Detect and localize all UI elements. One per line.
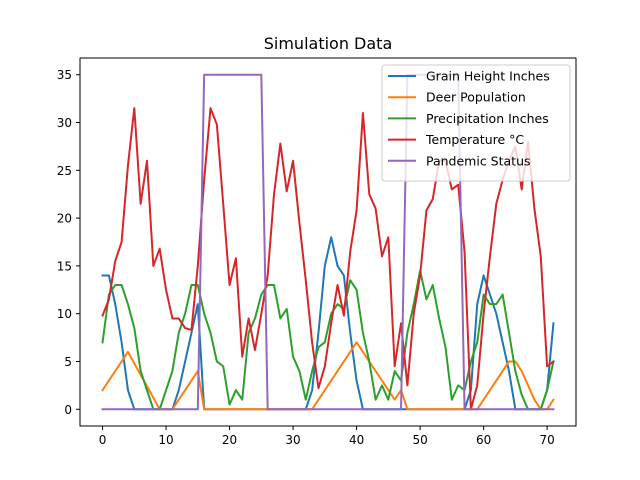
- series-line-2: [101, 269, 555, 411]
- legend-label: Temperature °C: [425, 132, 524, 147]
- legend: Grain Height Inches Deer Population Precip…: [381, 64, 571, 182]
- legend-label: Precipitation Inches: [426, 111, 549, 126]
- y-tick-label: 20: [57, 212, 72, 226]
- y-tick-label: 10: [57, 307, 72, 321]
- y-tick-label: 15: [57, 259, 72, 273]
- chart-title: Simulation Data: [264, 34, 393, 53]
- x-tick-label: 50: [412, 433, 427, 447]
- legend-label: Deer Population: [426, 90, 526, 105]
- y-tick-label: 0: [64, 403, 72, 417]
- plot-series: [101, 73, 555, 411]
- y-axis: 0 5 10 15 20 25 30 35: [57, 68, 80, 417]
- y-tick-label: 25: [57, 164, 72, 178]
- y-tick-label: 5: [64, 355, 72, 369]
- legend-label: Pandemic Status: [426, 153, 531, 168]
- series-line-4: [101, 73, 555, 411]
- legend-box: [381, 64, 571, 182]
- x-tick-label: 30: [285, 433, 300, 447]
- legend-label: Grain Height Inches: [426, 69, 550, 84]
- y-tick-label: 30: [57, 116, 72, 130]
- series-line-3: [101, 107, 555, 411]
- x-tick-label: 0: [99, 433, 107, 447]
- x-tick-label: 20: [222, 433, 237, 447]
- x-tick-label: 40: [349, 433, 364, 447]
- x-axis: 0 10 20 30 40 50 60 70: [99, 426, 555, 447]
- series-line-1: [101, 341, 555, 411]
- x-tick-label: 10: [158, 433, 173, 447]
- x-tick-label: 70: [539, 433, 554, 447]
- x-tick-label: 60: [476, 433, 491, 447]
- y-tick-label: 35: [57, 68, 72, 82]
- plot-frame: [79, 57, 577, 427]
